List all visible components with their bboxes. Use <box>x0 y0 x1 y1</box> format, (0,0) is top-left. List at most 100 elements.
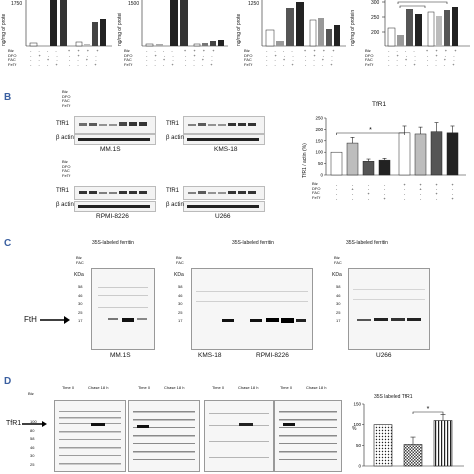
ferritin-title: 35S-labeled ferritin <box>232 240 274 246</box>
gel-mm1s <box>91 268 155 350</box>
chart-sign: + <box>419 187 422 192</box>
panel-a-bar <box>334 25 340 46</box>
panel-a-tick: 1250 <box>248 1 260 7</box>
tfr1-d-chart-title: 35S labeled TfR1 <box>374 394 413 400</box>
tfr1-blot-kms18 <box>183 116 265 134</box>
panel-c-treatments: Btz FAC <box>176 255 184 265</box>
chart-tick-label: 0 <box>320 173 323 178</box>
panel-b-treatments: Btz DFO FAC FeTf <box>62 159 71 178</box>
blot-row-label: β actin <box>166 135 184 141</box>
chart-sign: - <box>452 187 454 192</box>
chart-sign: - <box>336 196 338 201</box>
chart-sign: + <box>403 182 406 187</box>
chart-sign: + <box>351 187 354 192</box>
chart-sign: + <box>419 182 422 187</box>
panel-a-tick: 1750 <box>11 1 23 7</box>
chart-sign: - <box>368 196 370 201</box>
panel-c-treatments: Btz FAC <box>334 255 342 265</box>
panel-a-bar <box>84 44 90 46</box>
significance-bracket <box>412 411 444 414</box>
panel-a-bar <box>218 40 224 46</box>
chart-bar <box>373 424 393 467</box>
time-label: Time 0 <box>138 385 151 390</box>
chart-sign: - <box>436 196 438 201</box>
blot-row-label: β actin <box>56 135 74 141</box>
panel-a-bar <box>156 44 163 46</box>
panel-a-bar <box>309 19 317 47</box>
chart-tick-label: 100 <box>315 150 323 155</box>
panel-a-bar <box>397 35 404 46</box>
time-label: Chase 18 h <box>306 385 327 390</box>
cell-line-label: RPMI-8226 <box>256 352 289 359</box>
panel-a-bar <box>210 41 216 46</box>
chart-bar <box>403 444 423 467</box>
chart-sign: - <box>404 191 406 196</box>
cell-line-label: MM.1S <box>110 352 131 359</box>
chart-sign: - <box>368 187 370 192</box>
ferritin-title: 35S-labeled ferritin <box>346 240 388 246</box>
blot-row-label: β actin <box>166 202 184 208</box>
chart-tick-label: 250 <box>315 116 323 121</box>
chart-sign: - <box>368 182 370 187</box>
panel-a-bar <box>265 29 275 47</box>
cell-line-label: MM.1S <box>100 146 121 153</box>
ferritin-title: 35S-labeled ferritin <box>92 240 134 246</box>
chart-sign: + <box>383 196 386 201</box>
panel-a-rows-3: Btz DFO FAC FeTf <box>244 48 253 67</box>
panel-a-signs: - - - - + + + + - + - - - + - -- - + - - … <box>266 48 338 67</box>
panel-a-bar <box>406 9 413 46</box>
panel-c-markers: 58 46 30 25 17 <box>178 284 183 324</box>
cell-line-label: KMS-18 <box>198 352 222 359</box>
blot-row-label: TfR1 <box>166 188 180 194</box>
tfr1-blot-rpmi <box>74 186 156 200</box>
panel-letter-b: B <box>4 92 12 103</box>
chart-tick-label: 50 <box>356 443 362 448</box>
panel-a-bar <box>436 16 442 46</box>
panel-a-rows-4: Btz DFO FAC FeTf <box>365 48 374 67</box>
time-label: Chase 18 h <box>164 385 185 390</box>
panel-c-markers: 58 46 30 25 17 <box>78 284 83 324</box>
chart-tick-label: 50 <box>318 161 324 166</box>
panel-a-rows-1: Btz DFO FAC FeTf <box>8 48 17 67</box>
actin-blot-mm1s <box>74 134 156 145</box>
chart-bar <box>433 420 453 467</box>
chart-sign: + <box>451 196 454 201</box>
panel-a-signs: - - - - + + + + - + - - - + - -- - + - - … <box>30 48 102 67</box>
tfr1-label: TfR1 <box>6 420 22 427</box>
panel-a-bar <box>276 41 284 46</box>
panel-a-rows-2: Btz DFO FAC FeTf <box>124 48 133 67</box>
panel-a-bar <box>75 41 83 47</box>
significance-bracket <box>336 132 405 135</box>
chart-tick-label: 150 <box>353 402 361 407</box>
blot-row-label: TfR1 <box>166 121 180 127</box>
panel-a-bar <box>100 19 106 46</box>
chart-bar <box>330 151 343 176</box>
panel-c-markers: 58 46 30 25 17 <box>336 284 341 324</box>
time-label: Time 0 <box>212 385 225 390</box>
time-label: Chase 18 h <box>88 385 109 390</box>
panel-a-bar <box>92 22 98 46</box>
cell-line-label: KMS-18 <box>214 146 238 153</box>
panel-a-bar <box>202 43 208 46</box>
chart-sign: - <box>420 191 422 196</box>
time-label: Time 0 <box>62 385 75 390</box>
chart-sign: - <box>420 196 422 201</box>
panel-a-bar <box>29 42 38 47</box>
panel-a-signs: - - - - + + + + - + - - - + - -- - + - - … <box>146 48 218 67</box>
tfr1-chart-title: TfR1 <box>372 101 387 108</box>
panel-a-tick: 1500 <box>128 1 140 7</box>
panel-a-bar <box>452 7 458 46</box>
panel-letter-c: C <box>4 238 12 249</box>
panel-a-bar <box>387 27 396 47</box>
panel-a-bar <box>60 0 67 46</box>
chart-sign: - <box>384 182 386 187</box>
chart-sign: - <box>384 191 386 196</box>
chart-tick-label: 0 <box>358 464 361 469</box>
chart-tick-label: 100 <box>353 422 361 427</box>
time-label: Time 0 <box>280 385 293 390</box>
chart-sign: - <box>452 191 454 196</box>
blot-row-label: TfR1 <box>56 188 70 194</box>
